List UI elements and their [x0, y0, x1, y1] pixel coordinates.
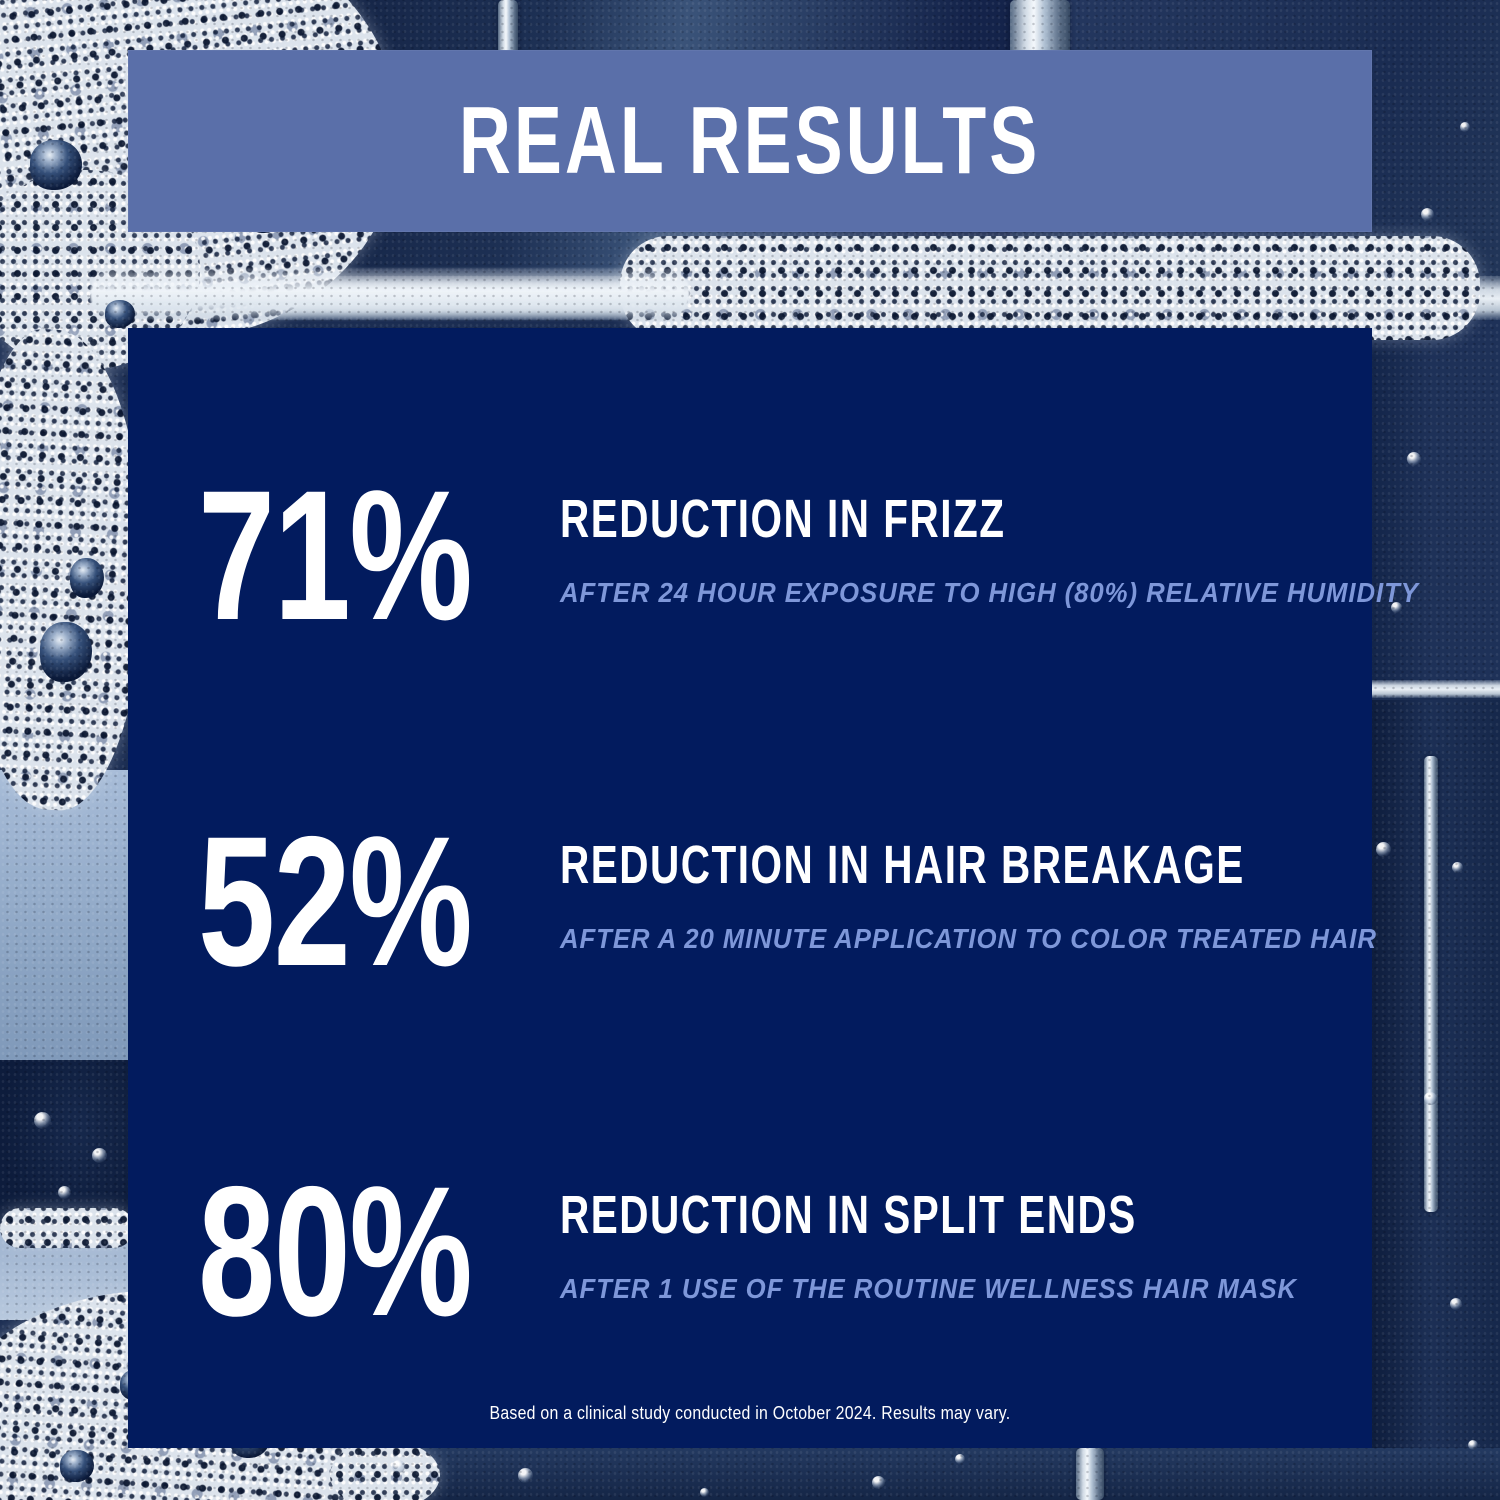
- water-droplet: [34, 1112, 51, 1129]
- water-droplet: [1407, 452, 1421, 466]
- stat-detail: AFTER 24 HOUR EXPOSURE TO HIGH (80%) REL…: [560, 577, 1419, 608]
- water-bubble: [70, 558, 104, 598]
- water-droplet: [1460, 122, 1470, 132]
- water-bubble: [105, 300, 135, 328]
- metal-fixture: [498, 0, 518, 60]
- water-droplet: [92, 1148, 107, 1163]
- results-panel: 71% REDUCTION IN FRIZZ AFTER 24 HOUR EXP…: [128, 328, 1418, 1448]
- water-droplet: [1424, 1092, 1437, 1105]
- stat-value: 71%: [198, 453, 473, 659]
- water-droplet: [700, 1488, 709, 1497]
- water-droplet: [1452, 862, 1463, 873]
- stat-row-split-ends: 80% REDUCTION IN SPLIT ENDS AFTER 1 USE …: [198, 1160, 1356, 1374]
- stat-detail: AFTER 1 USE OF THE ROUTINE WELLNESS HAIR…: [560, 1273, 1297, 1304]
- tile-left-dark-patch: [0, 1060, 130, 1230]
- stat-label: REDUCTION IN HAIR BREAKAGE: [560, 835, 1245, 895]
- stat-value: 80%: [198, 1149, 473, 1355]
- footnote: Based on a clinical study conducted in O…: [489, 1403, 1011, 1423]
- stat-text: REDUCTION IN HAIR BREAKAGE AFTER A 20 MI…: [560, 838, 1473, 959]
- foam-patch-bottom: [330, 1440, 440, 1500]
- water-droplet: [955, 1454, 965, 1464]
- water-droplet: [1421, 208, 1434, 221]
- water-droplet: [1450, 1298, 1462, 1310]
- stat-row-breakage: 52% REDUCTION IN HAIR BREAKAGE AFTER A 2…: [198, 810, 1376, 1024]
- header-banner: REAL RESULTS: [128, 50, 1372, 232]
- water-droplet: [58, 1186, 71, 1199]
- water-droplet: [1391, 602, 1402, 613]
- water-bubble: [30, 140, 82, 190]
- tile-right-middle: [1372, 316, 1500, 684]
- stat-text: REDUCTION IN FRIZZ AFTER 24 HOUR EXPOSUR…: [560, 492, 1494, 613]
- stat-detail: AFTER A 20 MINUTE APPLICATION TO COLOR T…: [560, 923, 1377, 954]
- foam-band-right: [620, 236, 1480, 340]
- water-droplet: [1376, 842, 1391, 857]
- tile-grout-line-right: [1372, 680, 1500, 698]
- water-bubble: [60, 1450, 94, 1482]
- foam-patch-left-lower: [0, 1208, 134, 1248]
- stat-label: REDUCTION IN FRIZZ: [560, 489, 1006, 549]
- water-bubble: [40, 622, 92, 682]
- stat-text: REDUCTION IN SPLIT ENDS AFTER 1 USE OF T…: [560, 1188, 1361, 1309]
- wet-glass-left: [0, 770, 130, 1100]
- stat-value: 52%: [198, 799, 473, 1005]
- water-droplet: [1468, 1440, 1478, 1450]
- water-droplet: [518, 1468, 533, 1483]
- metal-fixture: [1076, 1448, 1104, 1500]
- stat-row-frizz: 71% REDUCTION IN FRIZZ AFTER 24 HOUR EXP…: [198, 464, 1418, 678]
- water-droplet: [392, 1460, 405, 1473]
- page-title: REAL RESULTS: [459, 87, 1041, 194]
- stat-label: REDUCTION IN SPLIT ENDS: [560, 1185, 1137, 1245]
- foam-streak: [90, 268, 690, 320]
- water-droplet: [872, 1476, 885, 1489]
